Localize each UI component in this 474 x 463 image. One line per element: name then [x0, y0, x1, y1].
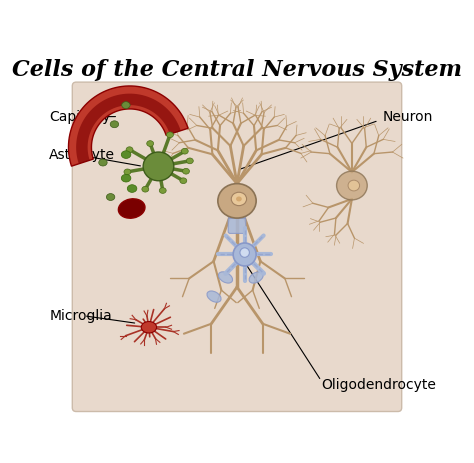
- FancyBboxPatch shape: [228, 218, 246, 233]
- Ellipse shape: [231, 192, 246, 206]
- PathPatch shape: [68, 86, 188, 166]
- PathPatch shape: [76, 94, 181, 164]
- Ellipse shape: [180, 178, 187, 184]
- Ellipse shape: [126, 147, 133, 152]
- Text: Microglia: Microglia: [49, 309, 112, 323]
- Text: Cells of the Central Nervous System: Cells of the Central Nervous System: [12, 59, 462, 81]
- Ellipse shape: [122, 102, 130, 108]
- Ellipse shape: [233, 243, 256, 266]
- Ellipse shape: [110, 121, 118, 128]
- Circle shape: [241, 249, 248, 257]
- Ellipse shape: [128, 185, 137, 192]
- Ellipse shape: [182, 169, 190, 174]
- Ellipse shape: [218, 184, 256, 218]
- Ellipse shape: [147, 141, 154, 146]
- Text: Neuron: Neuron: [383, 110, 433, 124]
- Ellipse shape: [186, 158, 193, 164]
- Ellipse shape: [141, 321, 156, 333]
- Text: Capillary: Capillary: [49, 110, 111, 124]
- Ellipse shape: [182, 148, 188, 154]
- Ellipse shape: [207, 291, 221, 302]
- Ellipse shape: [121, 151, 131, 158]
- Ellipse shape: [143, 152, 174, 181]
- Ellipse shape: [249, 272, 263, 283]
- Ellipse shape: [124, 169, 131, 175]
- Ellipse shape: [142, 186, 149, 192]
- Ellipse shape: [159, 188, 166, 194]
- Ellipse shape: [121, 175, 131, 182]
- Ellipse shape: [106, 194, 115, 200]
- Ellipse shape: [219, 272, 233, 283]
- Ellipse shape: [240, 248, 249, 257]
- Ellipse shape: [348, 180, 360, 191]
- Ellipse shape: [337, 171, 367, 200]
- FancyBboxPatch shape: [73, 82, 401, 412]
- Ellipse shape: [236, 196, 242, 201]
- Text: Astrocyte: Astrocyte: [49, 148, 115, 162]
- Text: Oligodendrocyte: Oligodendrocyte: [321, 378, 436, 392]
- FancyBboxPatch shape: [228, 188, 246, 203]
- FancyBboxPatch shape: [228, 203, 246, 218]
- Ellipse shape: [118, 199, 145, 218]
- Ellipse shape: [99, 159, 107, 166]
- Ellipse shape: [166, 132, 173, 138]
